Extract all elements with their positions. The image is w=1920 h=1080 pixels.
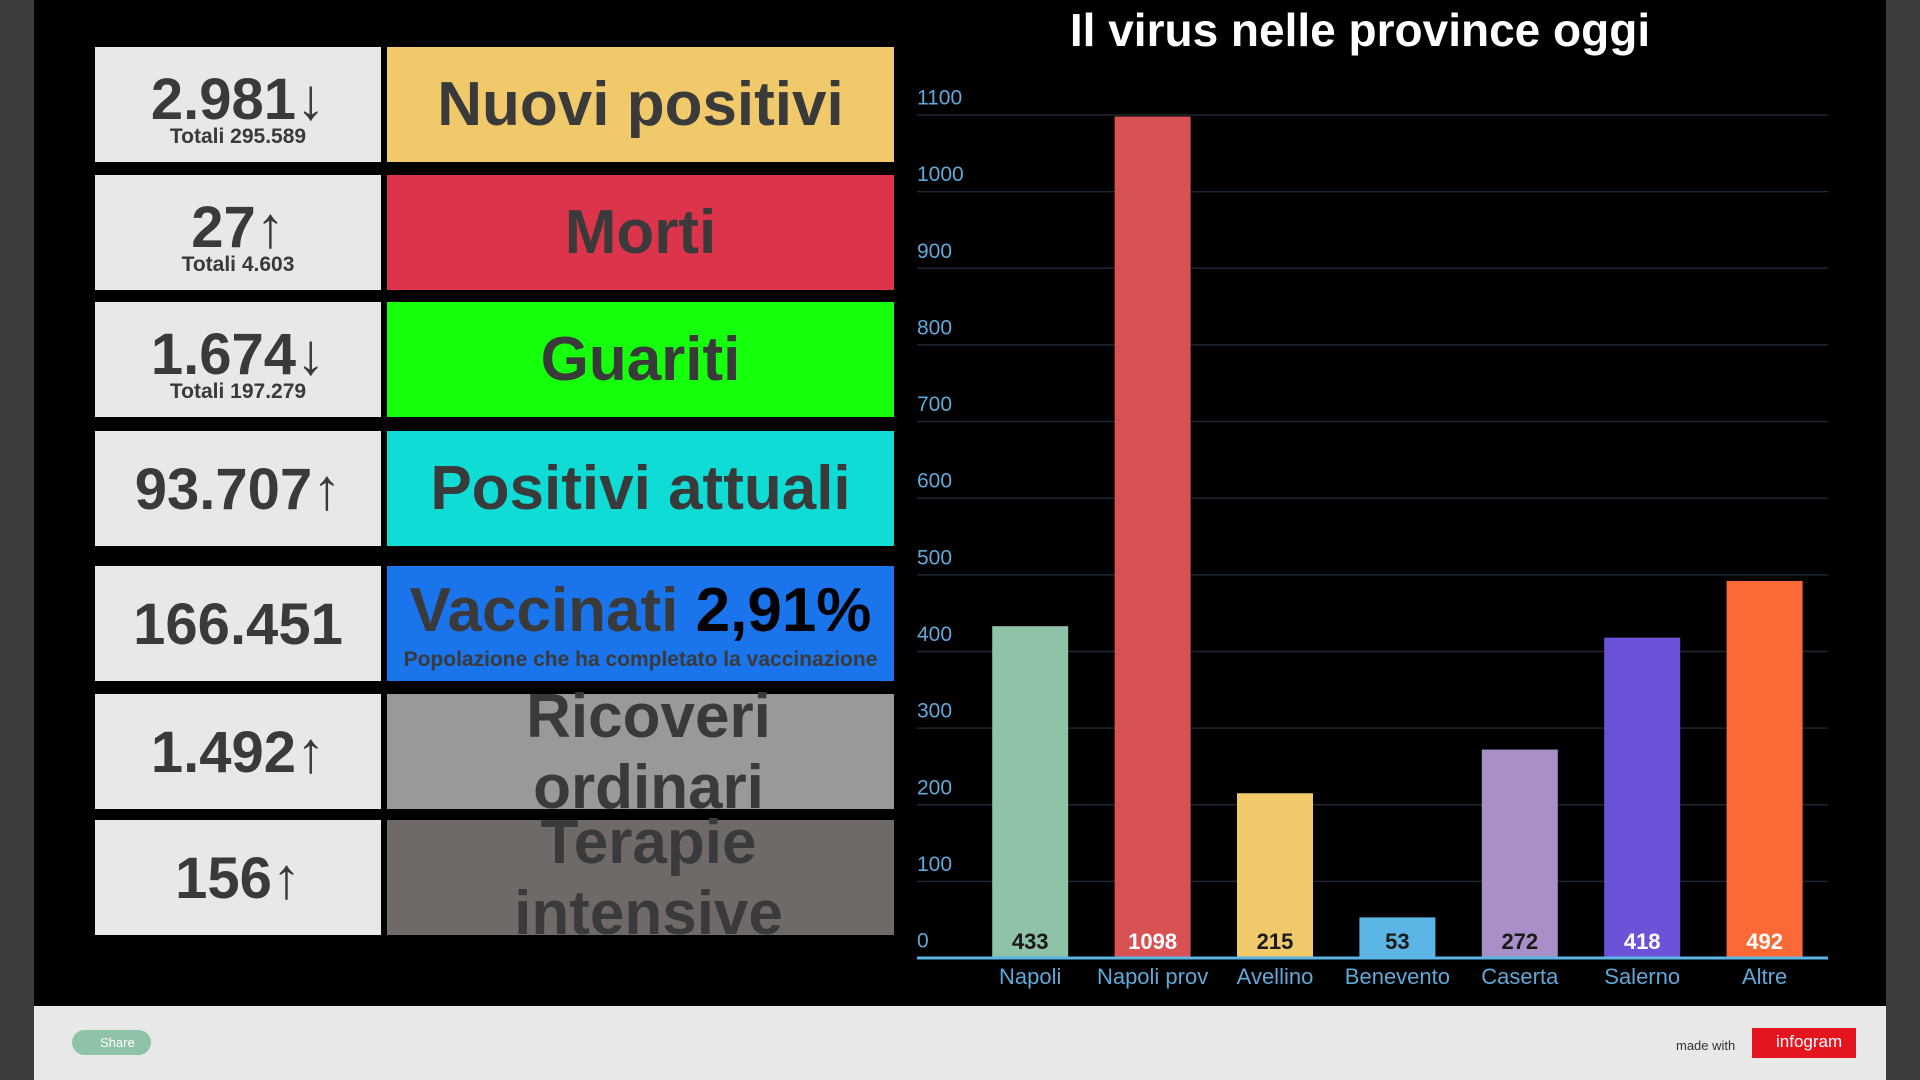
stat-value: 27↑ (191, 195, 285, 260)
stat-label-text: Guariti (540, 325, 741, 394)
y-tick-label: 0 (917, 930, 929, 953)
y-tick-label: 500 (917, 546, 952, 569)
stat-label-box: Vaccinati 2,91% Popolazione che ha comple… (387, 566, 894, 681)
x-tick-label: Napoli prov (1097, 964, 1208, 989)
stat-value: 93.707↑ (134, 457, 342, 522)
bar (992, 626, 1069, 958)
stat-label: Terapie intensive (403, 807, 894, 949)
stat-value-box: 2.981↓ Totali 295.589 (95, 47, 381, 162)
stat-label: Nuovi positivi (387, 69, 894, 140)
stat-highlight: 2,91% (695, 576, 872, 645)
y-tick-label: 900 (917, 240, 952, 263)
value-label: 1098 (1128, 929, 1177, 954)
stat-total: Totali 197.279 (169, 380, 307, 403)
x-tick-label: Salerno (1604, 964, 1680, 989)
x-tick-label: Benevento (1345, 964, 1450, 989)
stat-label-box: Terapie intensive (387, 808, 894, 948)
stat-label-text: Ricoveri ordinari (526, 681, 771, 822)
bar (1359, 917, 1436, 958)
stat-value-box: 166.451 (95, 566, 381, 681)
value-label: 53 (1385, 929, 1409, 954)
stat-value: 2.981↓ (150, 67, 326, 132)
stat-label: Ricoveri ordinari (403, 681, 894, 823)
y-tick-label: 300 (917, 700, 952, 723)
stat-label-box: Ricoveri ordinari (387, 682, 894, 822)
stat-value: 156↑ (175, 846, 301, 911)
stat-label-text: Terapie intensive (514, 807, 783, 948)
x-tick-label: Altre (1742, 964, 1787, 989)
dashboard: Il virus nelle province oggi 0 100 200 300 4… (34, 0, 1886, 1006)
y-tick-label: 400 (917, 623, 952, 646)
share-button[interactable]: Share (72, 1030, 151, 1055)
brand[interactable]: infogram (1752, 1028, 1857, 1058)
bar (1114, 116, 1191, 959)
y-tick-label: 200 (917, 776, 952, 799)
stat-label: Morti (387, 197, 894, 268)
stat-total: Totali 4.603 (181, 253, 295, 276)
stat-label: Positivi attuali (387, 453, 894, 524)
x-tick-label: Avellino (1237, 964, 1314, 989)
made-with: made with (1676, 1038, 1736, 1053)
stat-label: Vaccinati 2,91% (387, 575, 894, 646)
footer: Share made with infogram (34, 1006, 1886, 1080)
stat-label-text: Morti (564, 198, 717, 267)
stat-value: 166.451 (133, 592, 343, 657)
stat-label: Guariti (387, 324, 894, 395)
bar (1726, 580, 1803, 958)
stat-value-box: 1.674↓ Totali 197.279 (95, 302, 381, 417)
chart-title: Il virus nelle province oggi (1070, 4, 1650, 56)
bar (1604, 637, 1681, 958)
x-tick-label: Napoli (999, 964, 1061, 989)
stat-label-box: Positivi attuali (387, 431, 894, 546)
value-label: 433 (1012, 929, 1049, 954)
y-tick-label: 100 (917, 853, 952, 876)
x-tick-label: Caserta (1481, 964, 1559, 989)
stat-label-text: Positivi attuali (430, 454, 851, 523)
value-label: 492 (1746, 929, 1783, 954)
y-tick-label: 1100 (917, 87, 962, 110)
chart: Il virus nelle province oggi 0 100 200 300 4… (917, 4, 1828, 989)
stat-label-box: Nuovi positivi (387, 47, 894, 162)
y-tick-label: 600 (917, 470, 952, 493)
stat-label-text: Vaccinati (409, 576, 679, 645)
y-tick-label: 1000 (917, 163, 964, 186)
stat-label-text: Nuovi positivi (437, 70, 844, 139)
stat-value-box: 1.492↑ (95, 694, 381, 809)
value-label: 418 (1624, 929, 1661, 954)
y-tick-label: 800 (917, 316, 952, 339)
stat-value-box: 156↑ (95, 820, 381, 935)
bar (1481, 749, 1558, 958)
stat-total: Totali 295.589 (169, 125, 307, 148)
stat-value-box: 27↑ Totali 4.603 (95, 175, 381, 290)
value-label: 272 (1501, 929, 1538, 954)
bar (1237, 793, 1313, 958)
value-label: 215 (1257, 929, 1294, 954)
stat-label-box: Morti (387, 175, 894, 290)
stat-value: 1.674↓ (150, 322, 326, 387)
stat-value: 1.492↑ (150, 720, 326, 785)
stat-note: Popolazione che ha completato la vaccina… (403, 648, 878, 671)
stat-value-box: 93.707↑ (95, 431, 381, 546)
stat-label-box: Guariti (387, 302, 894, 417)
y-tick-label: 700 (917, 393, 952, 416)
